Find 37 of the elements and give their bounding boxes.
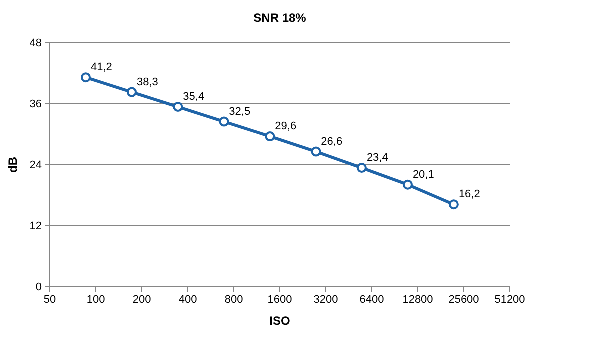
y-tick-label: 12 xyxy=(30,220,42,233)
data-label: 29,6 xyxy=(275,120,297,133)
x-tick-label: 25600 xyxy=(448,294,480,306)
y-tick-label: 48 xyxy=(30,38,42,50)
point xyxy=(126,87,137,98)
y-tick-label: 0 xyxy=(36,282,42,294)
x-tick-label: 800 xyxy=(224,294,244,306)
point xyxy=(80,72,91,83)
data-label: 41,2 xyxy=(90,62,112,74)
data-label: 35,4 xyxy=(183,91,205,104)
chart-title: SNR 18% xyxy=(254,11,307,25)
data-label: 16,2 xyxy=(458,188,480,201)
x-tick-label: 51200 xyxy=(494,294,526,306)
x-tick-label: 400 xyxy=(178,294,198,306)
data-label: 20,1 xyxy=(412,168,434,181)
y-axis-title: dB xyxy=(6,156,20,173)
x-tick-label: 50 xyxy=(44,294,56,306)
x-tick-label: 6400 xyxy=(360,294,384,306)
x-tick-label: 12800 xyxy=(402,294,434,306)
x-tick-label: 200 xyxy=(132,294,152,306)
point xyxy=(173,102,184,112)
x-tick-label: 100 xyxy=(86,294,106,306)
x-tick-label: 1600 xyxy=(268,294,292,306)
x-tick-label: 3200 xyxy=(314,294,338,306)
point xyxy=(402,180,413,190)
point xyxy=(356,163,367,174)
y-tick-label: 36 xyxy=(30,98,42,111)
data-label: 38,3 xyxy=(136,76,158,88)
point xyxy=(448,200,459,210)
point xyxy=(219,116,230,127)
point xyxy=(311,146,322,157)
point xyxy=(265,132,276,142)
data-label: 23,4 xyxy=(366,152,388,164)
y-tick-label: 24 xyxy=(30,160,42,172)
data-label: 32,5 xyxy=(229,106,251,118)
data-label: 26,6 xyxy=(321,136,343,148)
x-axis-title: ISO xyxy=(270,314,290,328)
